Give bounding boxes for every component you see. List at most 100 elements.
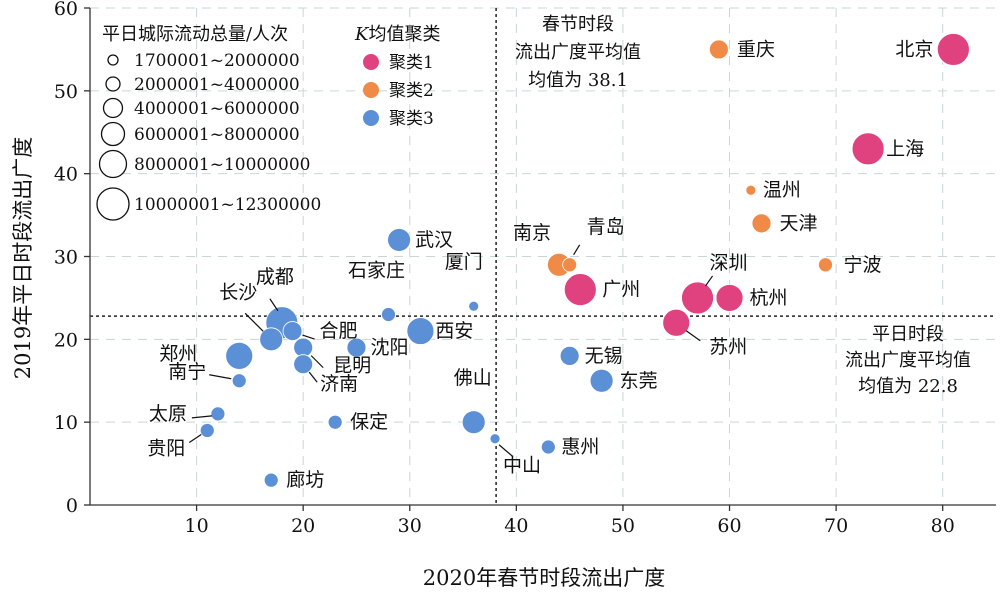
label-太原: 太原 xyxy=(149,403,187,425)
label-温州: 温州 xyxy=(763,179,801,201)
point-昆明 xyxy=(293,337,314,358)
point-厦门 xyxy=(468,300,480,312)
y-mean-note-line2: 流出广度平均值 xyxy=(845,350,971,371)
point-苏州 xyxy=(662,308,691,337)
cluster-legend-label: 聚类2 xyxy=(389,81,434,101)
label-长沙: 长沙 xyxy=(219,281,257,303)
label-武汉: 武汉 xyxy=(415,229,453,251)
label-厦门: 厦门 xyxy=(445,251,483,273)
axes: 10 20 30 40 50 60 70 80 0 10 20 30 40 50 60 xyxy=(54,0,996,537)
label-北京: 北京 xyxy=(895,38,933,60)
y-tick-label: 0 xyxy=(66,495,78,517)
point-济南 xyxy=(293,354,314,375)
label-青岛: 青岛 xyxy=(587,216,625,238)
label-廊坊: 廊坊 xyxy=(286,469,324,491)
label-东莞: 东莞 xyxy=(620,370,658,392)
size-legend: 平日城际流动总量/人次 1700001~2000000 2000001~40000… xyxy=(96,24,321,221)
label-佛山: 佛山 xyxy=(454,367,492,389)
cluster-legend-marker xyxy=(363,110,379,126)
point-重庆 xyxy=(708,39,729,60)
cluster-legend-title: K均值聚类 xyxy=(354,24,440,45)
label-合肥: 合肥 xyxy=(320,320,358,342)
label-成都: 成都 xyxy=(256,266,294,288)
label-宁波: 宁波 xyxy=(843,254,881,276)
leader-南宁 xyxy=(209,374,232,380)
size-legend-marker xyxy=(105,76,121,92)
y-tick-label: 20 xyxy=(54,329,78,351)
y-tick-label: 30 xyxy=(54,247,78,269)
data-points xyxy=(199,33,970,488)
label-杭州: 杭州 xyxy=(750,287,788,309)
leader-贵阳 xyxy=(188,433,202,443)
y-mean-note: 平日时段 流出广度平均值 均值为 22.8 xyxy=(845,324,971,397)
size-legend-marker xyxy=(98,149,128,179)
x-mean-note: 春节时段 流出广度平均值 均值为 38.1 xyxy=(515,14,641,91)
cluster-legend-label: 聚类1 xyxy=(389,53,434,73)
x-mean-note-line2: 流出广度平均值 xyxy=(515,42,641,63)
point-廊坊 xyxy=(263,472,279,488)
reference-lines xyxy=(90,8,996,505)
size-legend-marker xyxy=(102,97,124,119)
y-tick-label: 50 xyxy=(54,81,78,103)
point-沈阳 xyxy=(346,337,367,358)
label-济南: 济南 xyxy=(320,373,358,395)
point-深圳 xyxy=(681,281,714,315)
y-tick-label: 60 xyxy=(54,0,78,20)
point-温州 xyxy=(745,184,757,196)
size-legend-marker xyxy=(100,121,126,147)
point-中山 xyxy=(489,433,501,445)
point-上海 xyxy=(851,132,885,166)
label-西安: 西安 xyxy=(435,320,473,342)
label-广州: 广州 xyxy=(602,279,640,301)
size-legend-label: 10000001~12300000 xyxy=(134,195,321,215)
point-石家庄 xyxy=(381,307,396,322)
point-南宁 xyxy=(231,373,247,389)
point-天津 xyxy=(751,213,772,234)
leader-昆明 xyxy=(310,355,324,369)
leader-青岛 xyxy=(573,244,581,256)
x-tick-label: 20 xyxy=(291,515,315,537)
x-tick-label: 40 xyxy=(504,515,528,537)
point-长沙 xyxy=(259,327,284,352)
cluster-legend-label: 聚类3 xyxy=(389,109,434,129)
size-legend-marker xyxy=(107,54,119,66)
label-南京: 南京 xyxy=(513,222,551,244)
point-杭州 xyxy=(715,284,744,312)
x-tick-label: 10 xyxy=(184,515,208,537)
x-axis-title: 2020年春节时段流出广度 xyxy=(423,566,665,590)
point-东莞 xyxy=(589,368,614,393)
label-天津: 天津 xyxy=(780,212,818,234)
size-legend-label: 4000001~6000000 xyxy=(134,99,300,119)
label-昆明: 昆明 xyxy=(333,355,371,377)
cluster-legend-title-k: K xyxy=(354,24,370,45)
y-mean-note-line3: 均值为 22.8 xyxy=(858,376,958,397)
label-中山: 中山 xyxy=(503,455,541,477)
size-legend-label: 6000001~8000000 xyxy=(134,125,300,145)
cluster-legend-marker xyxy=(363,54,379,70)
point-惠州 xyxy=(540,439,556,455)
x-tick-label: 60 xyxy=(717,515,741,537)
point-无锡 xyxy=(559,345,580,366)
label-贵阳: 贵阳 xyxy=(147,437,185,459)
size-legend-label: 2000001~4000000 xyxy=(134,75,300,95)
point-青岛 xyxy=(562,257,578,273)
point-广州 xyxy=(563,273,597,307)
point-贵阳 xyxy=(199,423,215,438)
leader-济南 xyxy=(308,371,318,383)
label-保定: 保定 xyxy=(350,411,388,433)
x-tick-label: 80 xyxy=(931,515,955,537)
leader-成都 xyxy=(269,298,279,312)
leader-苏州 xyxy=(685,330,701,342)
x-tick-label: 70 xyxy=(824,515,848,537)
point-武汉 xyxy=(387,228,412,252)
y-tick-label: 40 xyxy=(54,164,78,186)
point-太原 xyxy=(210,406,226,422)
label-重庆: 重庆 xyxy=(737,38,775,60)
x-tick-label: 50 xyxy=(611,515,635,537)
cluster-legend-title-rest: 均值聚类 xyxy=(368,24,440,45)
grid-lines xyxy=(90,7,996,505)
y-tick-label: 10 xyxy=(54,412,78,434)
y-axis-title: 2019年平日时段流出广度 xyxy=(11,137,35,379)
